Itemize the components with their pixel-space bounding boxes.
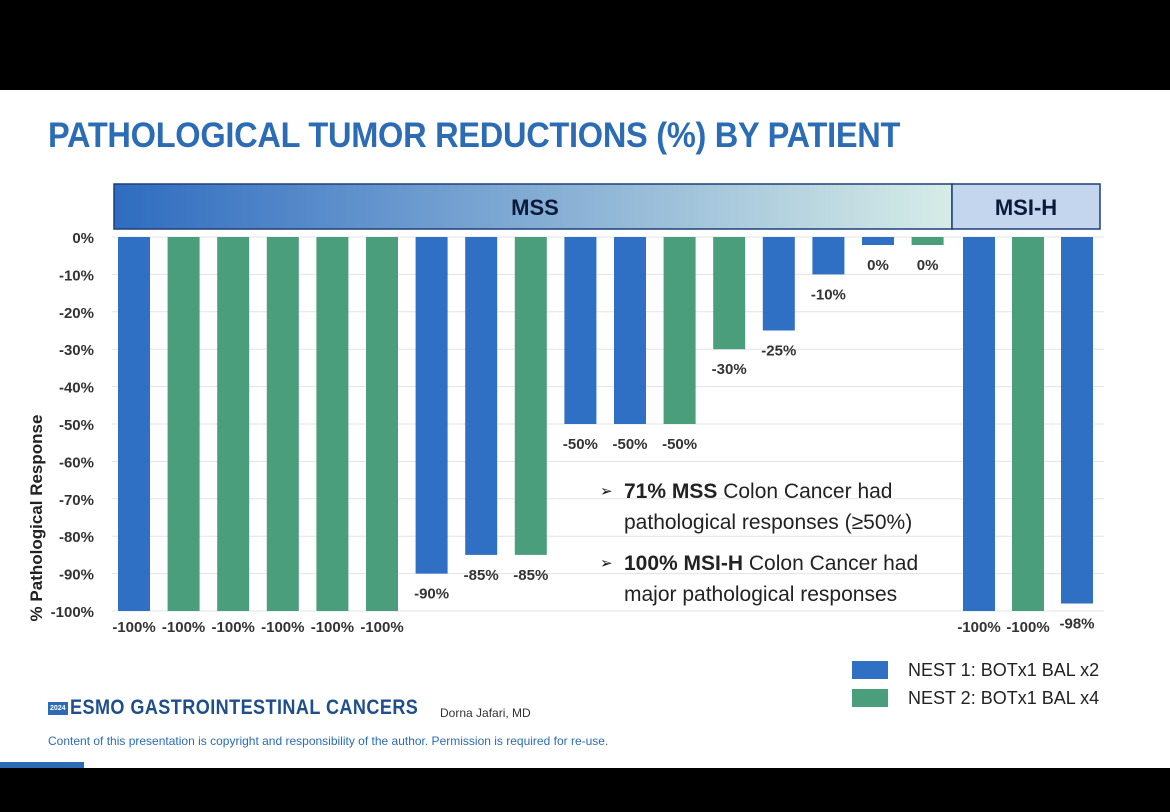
y-tick-label: -40% bbox=[59, 380, 94, 397]
y-tick-label: -70% bbox=[59, 492, 94, 509]
data-label: -50% bbox=[563, 436, 598, 453]
y-axis-ticks: 0% -10% -20% -30% -40% -50% -60% -70% -80% -90% -1… bbox=[51, 230, 94, 621]
finding-mss: ➢ 71% MSS Colon Cancer had pathological … bbox=[600, 476, 960, 538]
group-header-msi-h bbox=[951, 183, 1101, 230]
author-name: Dorna Jafari, MD bbox=[440, 706, 531, 720]
group-header-label: MSI-H bbox=[995, 195, 1057, 220]
legend-label-nest2: NEST 2: BOTx1 BAL x4 bbox=[908, 687, 1100, 708]
bar bbox=[118, 237, 150, 611]
data-label: -100% bbox=[112, 619, 155, 636]
y-tick-label: -50% bbox=[59, 417, 94, 434]
logo-text: ESMO GASTROINTESTINAL CANCERS bbox=[69, 696, 418, 719]
bar bbox=[762, 237, 795, 331]
bar bbox=[812, 237, 845, 275]
data-label: -50% bbox=[662, 436, 697, 453]
arrow-icon: ➢ bbox=[600, 555, 613, 572]
data-label: -100% bbox=[212, 619, 255, 636]
data-label: -85% bbox=[513, 567, 548, 584]
slide: PATHOLOGICAL TUMOR REDUCTIONS (%) BY PAT… bbox=[0, 90, 1170, 768]
y-tick-label: -90% bbox=[59, 567, 94, 584]
data-label: -98% bbox=[1059, 616, 1094, 633]
bar bbox=[366, 237, 398, 611]
arrow-icon: ➢ bbox=[600, 483, 613, 500]
finding-msih-text-2: major pathological responses bbox=[624, 583, 898, 606]
y-axis-label: % Pathological Response bbox=[27, 415, 46, 622]
y-tick-label: -20% bbox=[59, 305, 94, 322]
bars bbox=[118, 237, 1093, 611]
bar bbox=[663, 237, 696, 424]
key-findings: ➢ 71% MSS Colon Cancer had pathological … bbox=[600, 476, 960, 620]
data-label: -100% bbox=[311, 619, 354, 636]
bar bbox=[1012, 237, 1044, 611]
data-label: 0% bbox=[917, 257, 939, 274]
y-tick-label: -80% bbox=[59, 529, 94, 546]
finding-mss-text: Colon Cancer had bbox=[717, 480, 893, 503]
y-tick-label: -100% bbox=[51, 604, 94, 621]
legend-label-nest1: NEST 1: BOTx1 BAL x2 bbox=[908, 659, 1100, 680]
data-label: -100% bbox=[1006, 619, 1049, 636]
legend-swatch-nest1 bbox=[852, 661, 888, 679]
bar bbox=[316, 237, 349, 611]
data-label: -100% bbox=[360, 619, 403, 636]
bar bbox=[564, 237, 597, 424]
group-headers: MSS MSI-H bbox=[113, 183, 1101, 230]
data-label: -25% bbox=[761, 343, 796, 360]
copyright-notice: Content of this presentation is copyrigh… bbox=[48, 734, 609, 748]
bar bbox=[217, 237, 250, 611]
bar-chart: MSS MSI-H 0% -10% -20% -30% -40% -50% -60% -70% -… bbox=[27, 183, 1104, 636]
data-label: -100% bbox=[162, 619, 205, 636]
data-label: -100% bbox=[957, 619, 1000, 636]
finding-mss-text-2: pathological responses (≥50%) bbox=[624, 511, 913, 534]
corner-accent bbox=[0, 762, 84, 768]
legend-swatch-nest2 bbox=[852, 689, 888, 707]
y-tick-label: -30% bbox=[59, 342, 94, 359]
y-tick-label: -60% bbox=[59, 454, 94, 471]
y-tick-label: -10% bbox=[59, 267, 94, 284]
bar bbox=[713, 237, 746, 350]
finding-msih-text: Colon Cancer had bbox=[743, 552, 919, 575]
finding-msih-highlight: 100% MSI-H bbox=[624, 552, 744, 575]
esmo-logo: 2024 ESMO GASTROINTESTINAL CANCERS bbox=[48, 696, 475, 720]
data-label: -90% bbox=[414, 586, 449, 603]
slide-title: PATHOLOGICAL TUMOR REDUCTIONS (%) BY PAT… bbox=[48, 116, 901, 155]
bar bbox=[963, 237, 995, 611]
bar bbox=[862, 237, 894, 245]
data-label: -50% bbox=[612, 436, 647, 453]
bar bbox=[266, 237, 299, 611]
chart-legend: NEST 1: BOTx1 BAL x2 NEST 2: BOTx1 BAL x… bbox=[852, 656, 1099, 712]
bar bbox=[415, 237, 448, 574]
bar bbox=[167, 237, 200, 611]
data-label: -10% bbox=[811, 286, 846, 303]
data-label: -85% bbox=[464, 567, 499, 584]
bar bbox=[911, 237, 944, 245]
bar bbox=[614, 237, 646, 424]
legend-item-nest2: NEST 2: BOTx1 BAL x4 bbox=[852, 684, 1099, 712]
y-tick-label: 0% bbox=[72, 230, 94, 247]
data-label: -30% bbox=[712, 361, 747, 378]
group-header-label: MSS bbox=[511, 195, 559, 220]
bar bbox=[1061, 237, 1093, 604]
finding-msih: ➢ 100% MSI-H Colon Cancer had major path… bbox=[600, 548, 960, 610]
logo-year: 2024 bbox=[48, 701, 68, 715]
data-labels: -100% -100% -100% -100% -100% -100% -90% -85% -8… bbox=[112, 257, 1094, 636]
bar bbox=[465, 237, 498, 555]
data-label: -100% bbox=[261, 619, 304, 636]
bar bbox=[514, 237, 547, 555]
data-label: 0% bbox=[867, 257, 889, 274]
finding-mss-highlight: 71% MSS bbox=[624, 480, 718, 503]
legend-item-nest1: NEST 1: BOTx1 BAL x2 bbox=[852, 656, 1099, 684]
